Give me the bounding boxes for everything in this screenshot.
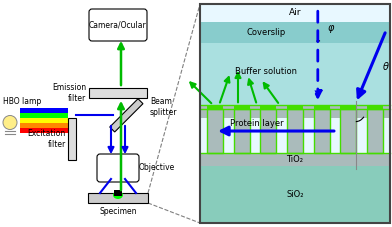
- Bar: [200, 105, 390, 118]
- Bar: [200, 43, 390, 105]
- Text: θ: θ: [383, 62, 388, 72]
- FancyBboxPatch shape: [97, 154, 139, 182]
- Bar: [314, 109, 330, 153]
- Ellipse shape: [3, 116, 17, 129]
- Text: Excitation
filter: Excitation filter: [28, 129, 66, 149]
- Bar: [200, 153, 390, 166]
- Text: Buffer solution: Buffer solution: [236, 67, 298, 76]
- Text: Camera/Ocular: Camera/Ocular: [89, 20, 147, 30]
- Bar: [314, 105, 330, 109]
- Bar: [287, 105, 303, 109]
- Bar: [20, 123, 68, 128]
- Text: Emission
filter: Emission filter: [52, 83, 86, 103]
- Bar: [260, 109, 276, 153]
- FancyBboxPatch shape: [89, 9, 147, 41]
- Text: HBO lamp: HBO lamp: [3, 98, 41, 106]
- Bar: [200, 4, 390, 223]
- Bar: [367, 109, 383, 153]
- Bar: [340, 105, 356, 109]
- Bar: [0, 0, 200, 227]
- Text: Objective: Objective: [139, 163, 175, 173]
- Text: Protein layer: Protein layer: [230, 119, 284, 128]
- Bar: [260, 105, 276, 109]
- Bar: [234, 109, 250, 153]
- Text: Beam
splitter: Beam splitter: [150, 97, 178, 117]
- Bar: [68, 118, 76, 160]
- Bar: [340, 109, 356, 153]
- Text: φ: φ: [327, 23, 334, 33]
- Bar: [110, 99, 143, 132]
- Bar: [287, 109, 303, 153]
- Bar: [88, 193, 148, 203]
- Bar: [207, 109, 223, 153]
- Ellipse shape: [113, 191, 123, 199]
- Text: Air: Air: [289, 8, 301, 17]
- Bar: [207, 105, 223, 109]
- Bar: [20, 118, 68, 123]
- Text: Specimen: Specimen: [99, 207, 137, 215]
- Bar: [20, 113, 68, 118]
- Text: SiO₂: SiO₂: [286, 190, 304, 199]
- Text: Coverslip: Coverslip: [247, 28, 286, 37]
- Bar: [234, 105, 250, 109]
- Bar: [200, 22, 390, 43]
- Text: TiO₂: TiO₂: [287, 155, 303, 164]
- Bar: [20, 108, 68, 113]
- Bar: [367, 105, 383, 109]
- Bar: [20, 128, 68, 133]
- Bar: [89, 88, 147, 98]
- Bar: [200, 166, 390, 223]
- Bar: [200, 4, 390, 223]
- Bar: [114, 190, 122, 196]
